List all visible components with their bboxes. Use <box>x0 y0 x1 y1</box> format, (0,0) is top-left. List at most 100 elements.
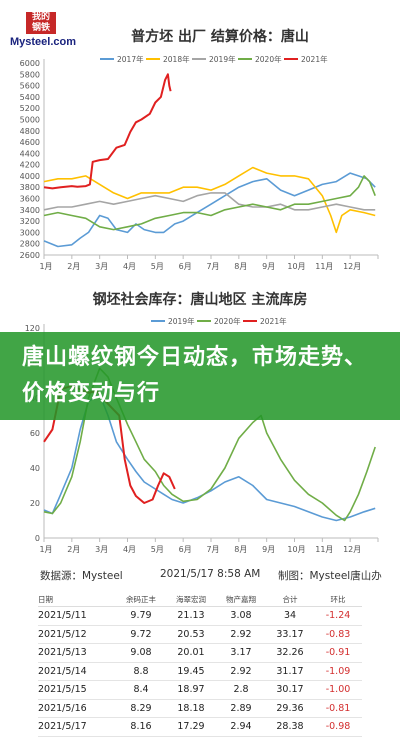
headline-text[interactable]: 唐山螺纹钢今日动态，市场走势、价格变动与行 <box>22 345 368 406</box>
cell-wh2: 17.29 <box>166 717 216 737</box>
y-tick-label: 6000 <box>20 59 40 68</box>
y-tick-label: 5000 <box>20 115 40 124</box>
legend-label: 2018年 <box>163 54 190 64</box>
x-tick-label: 4月 <box>123 262 136 271</box>
x-tick-label: 1月 <box>39 262 52 271</box>
y-tick-label: 20 <box>30 499 40 508</box>
col-date: 日期 <box>38 592 116 607</box>
cell-wh3: 2.92 <box>216 625 266 644</box>
table-row: 2021/5/16 8.29 18.18 2.89 29.36 -0.81 <box>38 699 362 718</box>
col-change: 环比 <box>314 592 362 607</box>
y-tick-label: 5200 <box>20 104 40 113</box>
table-row: 2021/5/15 8.4 18.97 2.8 30.17 -1.00 <box>38 680 362 700</box>
inventory-table: 日期 余码正丰 海翠宏润 物产嘉翔 合计 环比 2021/5/11 9.79 21.… <box>38 592 362 737</box>
legend-label: 2020年 <box>214 316 241 326</box>
logo-mark: 我的 钢铁 <box>26 12 56 34</box>
x-tick-label: 8月 <box>234 545 247 554</box>
mysteel-logo: 我的 钢铁 Mysteel.com <box>10 12 76 52</box>
y-tick-label: 0 <box>35 534 40 543</box>
cell-total: 31.17 <box>266 662 314 681</box>
cell-wh2: 20.01 <box>166 643 216 663</box>
cell-change: -0.81 <box>314 699 362 718</box>
cell-date: 2021/5/16 <box>38 699 116 718</box>
cell-wh1: 9.79 <box>116 606 166 626</box>
cell-wh3: 2.92 <box>216 662 266 681</box>
chart-footer: 数据源：Mysteel 2021/5/17 8:58 AM 制图：Mysteel… <box>0 568 400 582</box>
y-tick-label: 3000 <box>20 228 40 237</box>
cell-wh1: 9.72 <box>116 625 166 644</box>
cell-date: 2021/5/15 <box>38 680 116 700</box>
cell-change: -0.98 <box>314 717 362 737</box>
x-tick-label: 5月 <box>151 545 164 554</box>
y-tick-label: 3600 <box>20 195 40 204</box>
cell-wh3: 2.89 <box>216 699 266 718</box>
cell-total: 34 <box>266 606 314 626</box>
legend-label: 2017年 <box>117 54 144 64</box>
data-source: 数据源：Mysteel <box>40 570 123 582</box>
x-tick-label: 6月 <box>179 545 192 554</box>
series-line-2018年 <box>43 166 376 234</box>
cell-total: 33.17 <box>266 625 314 644</box>
x-tick-label: 9月 <box>262 545 275 554</box>
cell-change: -1.24 <box>314 606 362 626</box>
legend-label: 2021年 <box>301 54 328 64</box>
cell-wh2: 19.45 <box>166 662 216 681</box>
cell-change: -0.91 <box>314 643 362 663</box>
cell-wh1: 8.16 <box>116 717 166 737</box>
cell-total: 29.36 <box>266 699 314 718</box>
legend-label: 2020年 <box>255 54 282 64</box>
cell-date: 2021/5/14 <box>38 662 116 681</box>
table-row: 2021/5/11 9.79 21.13 3.08 34 -1.24 <box>38 606 362 626</box>
col-warehouse-2: 海翠宏润 <box>166 592 216 607</box>
cell-total: 30.17 <box>266 680 314 700</box>
x-tick-label: 12月 <box>343 545 361 554</box>
chart-date: 2021/5/17 8:58 AM <box>160 568 261 580</box>
cell-wh1: 8.29 <box>116 699 166 718</box>
headline-banner[interactable]: 唐山螺纹钢今日动态，市场走势、价格变动与行 <box>0 332 400 420</box>
x-tick-label: 3月 <box>95 545 108 554</box>
y-tick-label: 4000 <box>20 172 40 181</box>
x-tick-label: 7月 <box>206 545 219 554</box>
table-row: 2021/5/12 9.72 20.53 2.92 33.17 -0.83 <box>38 625 362 644</box>
series-line-2021年 <box>43 73 172 190</box>
cell-date: 2021/5/17 <box>38 717 116 737</box>
legend-label: 2019年 <box>209 54 236 64</box>
cell-wh2: 18.18 <box>166 699 216 718</box>
cell-wh2: 21.13 <box>166 606 216 626</box>
x-tick-label: 11月 <box>315 262 333 271</box>
x-tick-label: 2月 <box>67 545 80 554</box>
x-tick-label: 8月 <box>234 262 247 271</box>
y-tick-label: 5800 <box>20 70 40 79</box>
y-tick-label: 4200 <box>20 161 40 170</box>
cell-date: 2021/5/13 <box>38 643 116 663</box>
cell-date: 2021/5/11 <box>38 606 116 626</box>
x-tick-label: 6月 <box>179 262 192 271</box>
legend-label: 2019年 <box>168 316 195 326</box>
price-line-chart: 2017年 2018年 2019年 2020年 2021年 2600 2800 3000 320… <box>20 54 379 271</box>
x-tick-label: 11月 <box>315 545 333 554</box>
table-row: 2021/5/14 8.8 19.45 2.92 31.17 -1.09 <box>38 662 362 681</box>
table-row: 2021/5/13 9.08 20.01 3.17 32.26 -0.91 <box>38 643 362 663</box>
cell-wh3: 3.08 <box>216 606 266 626</box>
y-tick-label: 2600 <box>20 251 40 260</box>
y-tick-label: 5400 <box>20 93 40 102</box>
x-tick-label: 7月 <box>206 262 219 271</box>
y-tick-label: 40 <box>30 464 40 473</box>
cell-total: 28.38 <box>266 717 314 737</box>
y-tick-label: 4400 <box>20 149 40 158</box>
cell-wh3: 3.17 <box>216 643 266 663</box>
y-tick-label: 4600 <box>20 138 40 147</box>
x-tick-label: 5月 <box>151 262 164 271</box>
cell-change: -1.00 <box>314 680 362 700</box>
cell-wh3: 2.94 <box>216 717 266 737</box>
x-tick-label: 3月 <box>95 262 108 271</box>
y-tick-label: 60 <box>30 429 40 438</box>
chart2-title: 钢坯社会库存：唐山地区 主流库房 <box>92 292 308 308</box>
cell-wh1: 8.4 <box>116 680 166 700</box>
cell-total: 32.26 <box>266 643 314 663</box>
cell-wh1: 9.08 <box>116 643 166 663</box>
x-tick-label: 9月 <box>262 262 275 271</box>
col-total: 合计 <box>266 592 314 607</box>
y-tick-label: 120 <box>25 324 40 333</box>
x-tick-label: 10月 <box>287 262 305 271</box>
